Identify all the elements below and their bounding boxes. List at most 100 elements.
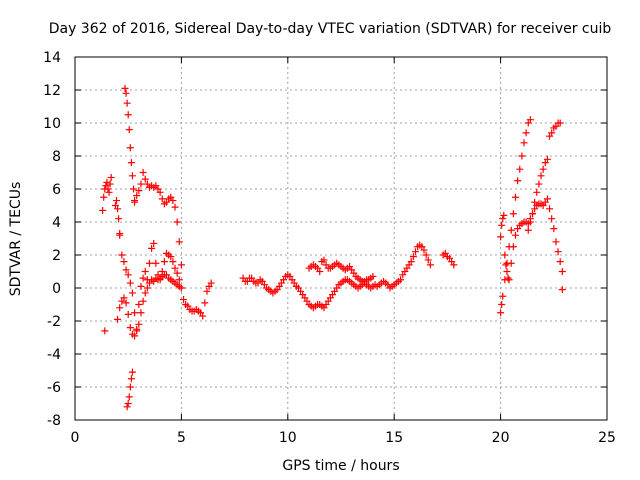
data-point	[422, 251, 430, 259]
data-point	[128, 172, 136, 180]
y-tick-label: 6	[52, 182, 61, 198]
data-point	[171, 203, 179, 211]
data-point	[126, 279, 134, 287]
data-point	[320, 256, 328, 264]
data-point	[124, 310, 132, 318]
data-point	[543, 195, 551, 203]
data-point	[122, 299, 130, 307]
data-point	[131, 198, 139, 206]
data-point	[177, 261, 185, 269]
data-point	[169, 197, 177, 205]
y-ticks: -8 -6 -4 -2 0 2 4 6 8 10 12 14	[43, 50, 607, 429]
data-point	[499, 292, 507, 300]
plot-border	[74, 56, 608, 421]
data-point	[115, 215, 123, 223]
data-point	[511, 193, 519, 201]
y-tick-label: 10	[43, 116, 61, 132]
data-point	[127, 159, 135, 167]
data-point	[101, 327, 109, 335]
data-point	[137, 180, 145, 188]
data-point	[103, 178, 111, 186]
data-point	[148, 244, 156, 252]
data-point	[120, 258, 128, 266]
data-point	[199, 312, 207, 320]
data-point	[450, 261, 458, 269]
x-tick-label: 0	[71, 430, 80, 446]
data-point	[131, 332, 139, 340]
data-point	[537, 172, 545, 180]
data-point	[150, 239, 158, 247]
data-point	[114, 205, 122, 213]
data-point	[173, 218, 181, 226]
data-point	[116, 231, 124, 239]
data-point	[128, 289, 136, 297]
data-point	[126, 324, 134, 332]
data-point	[167, 253, 175, 261]
data-point	[516, 165, 524, 173]
data-point	[369, 272, 377, 280]
data-point	[107, 173, 115, 181]
data-point	[114, 315, 122, 323]
y-tick-label: 4	[52, 215, 61, 231]
data-point	[175, 276, 183, 284]
data-point	[407, 258, 415, 266]
data-points	[99, 84, 566, 411]
data-point	[152, 259, 160, 267]
data-point	[112, 197, 120, 205]
data-point	[520, 139, 528, 147]
data-point	[145, 259, 153, 267]
data-point	[123, 99, 131, 107]
data-point	[141, 289, 149, 297]
data-point	[131, 309, 139, 317]
x-axis-label: GPS time / hours	[282, 458, 399, 474]
data-point	[518, 152, 526, 160]
y-tick-label: -8	[47, 413, 61, 429]
data-point	[497, 309, 505, 317]
data-point	[128, 368, 136, 376]
data-point	[497, 233, 505, 241]
data-point	[139, 169, 147, 176]
data-point	[526, 116, 534, 124]
data-point	[556, 119, 564, 127]
data-point	[106, 180, 114, 188]
data-point	[535, 180, 543, 188]
data-point	[135, 320, 143, 328]
data-point	[409, 253, 417, 261]
data-point	[502, 261, 510, 269]
data-point	[411, 248, 419, 256]
y-tick-label: 2	[52, 248, 61, 264]
data-point	[122, 266, 130, 274]
data-point	[126, 144, 134, 152]
data-point	[546, 205, 554, 213]
data-point	[122, 89, 130, 97]
y-tick-label: 8	[52, 149, 61, 165]
data-point	[116, 304, 124, 312]
data-point	[126, 383, 134, 391]
data-point	[123, 403, 131, 411]
data-point	[156, 188, 164, 196]
y-tick-label: 14	[43, 50, 61, 66]
data-point	[316, 268, 324, 275]
data-point	[539, 165, 547, 173]
data-point	[550, 225, 558, 233]
data-point	[135, 301, 143, 308]
data-point	[203, 287, 211, 295]
data-point	[118, 251, 126, 259]
x-ticks: 0 5 10 15 20 25	[71, 57, 616, 446]
data-point	[529, 210, 537, 218]
data-point	[137, 282, 145, 290]
data-point	[498, 221, 506, 229]
data-point	[397, 276, 405, 284]
data-point	[104, 185, 112, 193]
data-point	[173, 269, 181, 277]
data-point	[426, 261, 434, 269]
data-point	[507, 226, 515, 234]
data-point	[501, 251, 509, 259]
data-point	[420, 246, 428, 254]
data-point	[498, 301, 506, 308]
data-point	[137, 309, 145, 317]
data-point	[556, 258, 564, 266]
data-point	[548, 129, 556, 137]
y-tick-label: -4	[47, 347, 61, 363]
